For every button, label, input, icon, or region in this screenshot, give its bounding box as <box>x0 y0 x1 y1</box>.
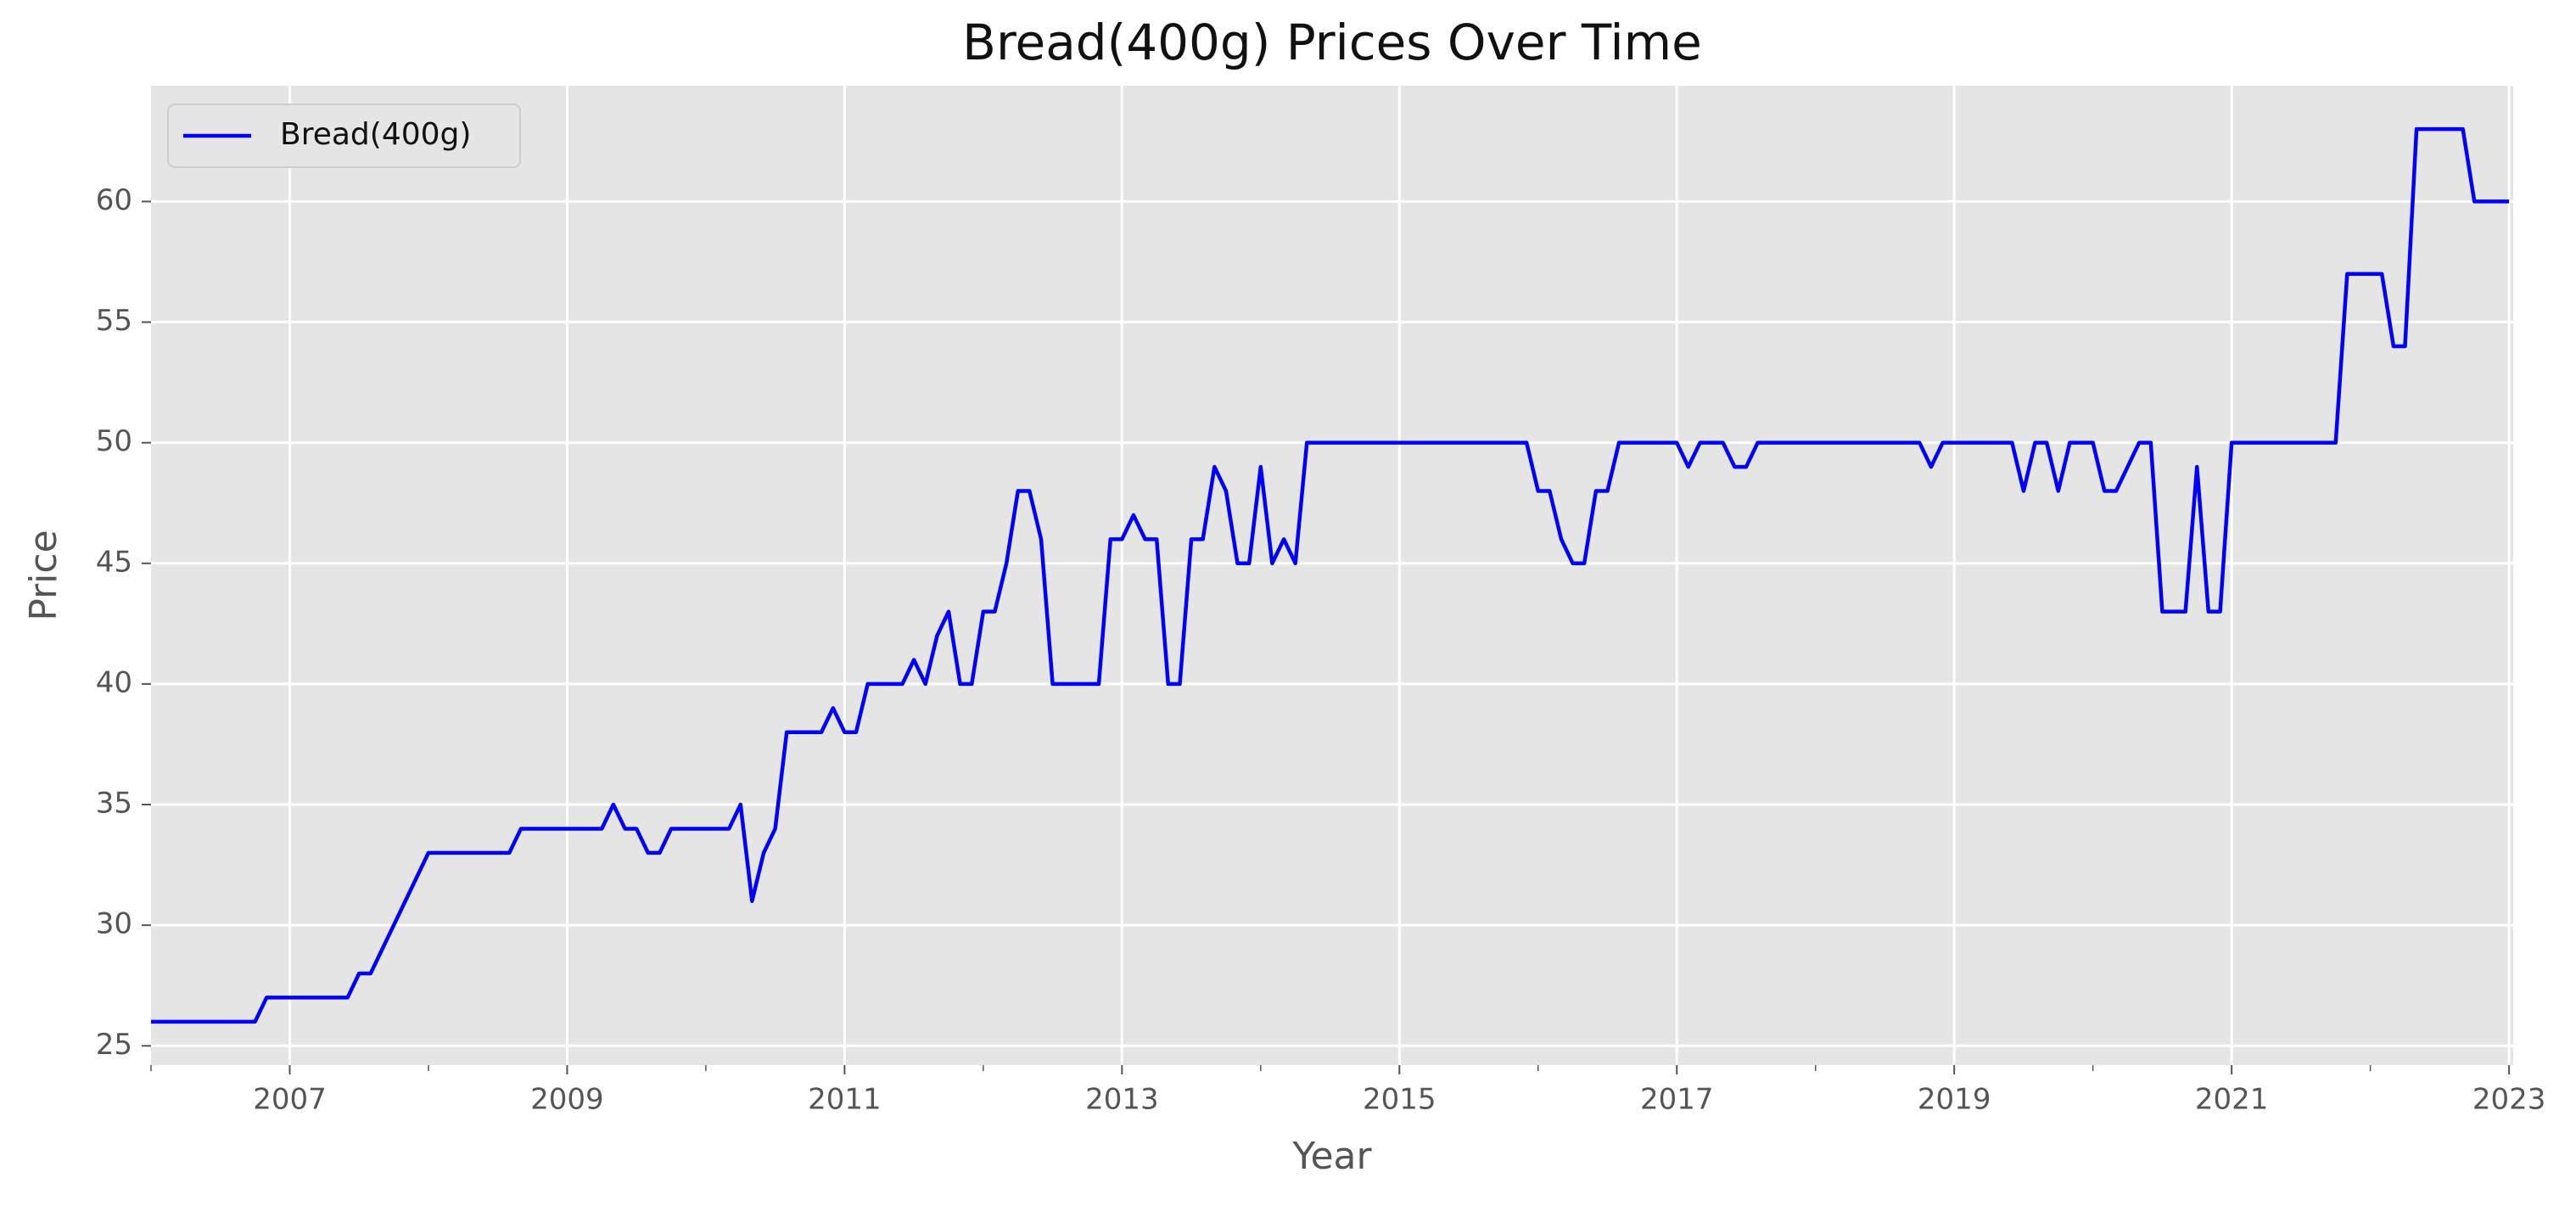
x-tick-label: 2013 <box>1085 1083 1159 1117</box>
chart-title: Bread(400g) Prices Over Time <box>962 14 1702 71</box>
x-axis-label: Year <box>1291 1135 1372 1178</box>
data-line <box>151 126 2510 1024</box>
y-tick-label: 35 <box>96 787 132 821</box>
legend-box <box>167 104 521 168</box>
x-tick-label: 2007 <box>253 1083 327 1117</box>
y-tick-label: 45 <box>96 545 132 579</box>
x-tick-label: 2011 <box>808 1083 882 1117</box>
legend-label: Bread(400g) <box>280 117 471 152</box>
y-tick-label: 40 <box>96 665 132 699</box>
x-tick-label: 2009 <box>530 1083 604 1117</box>
y-tick-label: 60 <box>96 183 132 217</box>
legend: Bread(400g) <box>167 104 521 168</box>
plot-area <box>151 86 2513 1065</box>
y-tick-label: 55 <box>96 304 132 338</box>
x-tick-label: 2017 <box>1640 1083 1714 1117</box>
y-tick-label: 30 <box>96 907 132 941</box>
x-tick-label: 2015 <box>1363 1083 1436 1117</box>
x-tick-label: 2019 <box>1918 1083 1991 1117</box>
y-axis-label: Price <box>22 530 65 620</box>
y-tick-label: 50 <box>96 424 132 458</box>
y-tick-label: 25 <box>96 1028 132 1062</box>
x-tick-label: 2023 <box>2472 1083 2546 1117</box>
x-tick-label: 2021 <box>2195 1083 2269 1117</box>
